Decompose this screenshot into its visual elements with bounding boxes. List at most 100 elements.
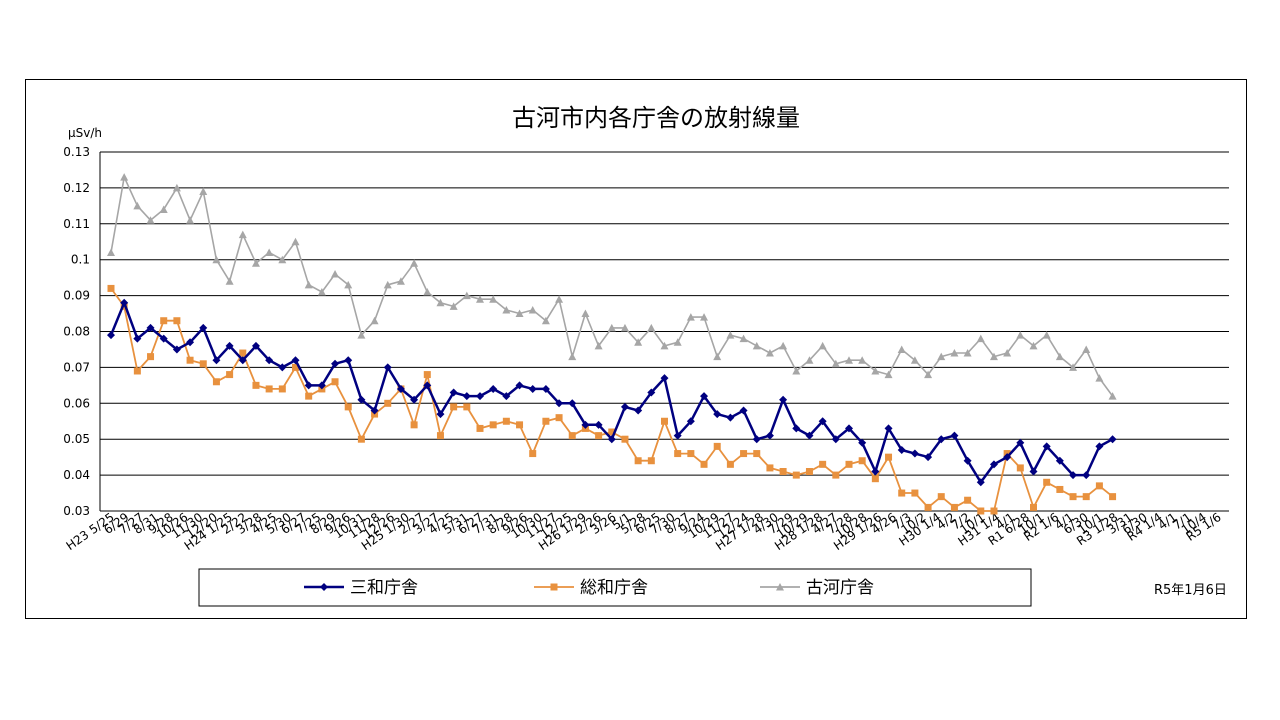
data-point (383, 280, 392, 289)
data-point (607, 435, 616, 444)
data-point (160, 317, 168, 325)
data-point (607, 323, 616, 332)
data-point (686, 417, 695, 426)
data-point (713, 352, 722, 361)
data-point (858, 457, 866, 465)
data-point (1042, 442, 1051, 451)
data-point (989, 352, 998, 361)
data-point (897, 345, 906, 353)
data-point (1069, 363, 1078, 371)
data-point (950, 503, 958, 511)
data-point (252, 381, 260, 389)
data-point (212, 378, 220, 386)
data-point (831, 435, 840, 444)
data-point (555, 295, 564, 303)
series-3 (107, 173, 1117, 400)
data-point (779, 395, 788, 404)
data-point (990, 507, 998, 515)
data-point (331, 359, 340, 368)
data-point (673, 338, 682, 346)
data-point (805, 356, 814, 364)
data-point (489, 295, 498, 303)
data-point (687, 450, 695, 458)
data-point (436, 410, 445, 419)
data-point (674, 450, 682, 458)
data-point (212, 356, 221, 365)
data-point (1109, 493, 1117, 501)
data-point (594, 420, 603, 429)
data-point (120, 298, 129, 307)
legend-marker (550, 583, 558, 591)
data-point (831, 359, 840, 368)
chart-svg: 古河市内各庁舎の放射線量 μSv/h 0.13 0.12 0.11 0.1 0.09 0.… (63, 104, 1229, 607)
data-point (555, 414, 563, 422)
data-point (199, 187, 208, 195)
data-point (726, 413, 735, 422)
data-point (251, 259, 260, 267)
y-tick-label: 0.13 (63, 145, 90, 159)
data-point (449, 302, 458, 310)
data-point (634, 406, 643, 415)
data-point (595, 432, 603, 440)
data-point (120, 173, 129, 181)
data-point (963, 456, 972, 465)
data-point (910, 356, 919, 364)
data-point (515, 381, 524, 390)
data-point (765, 349, 774, 357)
data-point (1030, 503, 1037, 511)
data-point (1003, 349, 1012, 357)
data-point (818, 341, 827, 350)
data-point (291, 356, 300, 365)
data-point (937, 352, 946, 361)
y-tick-label: 0.1 (71, 253, 90, 267)
data-point (950, 431, 959, 440)
data-point (410, 421, 418, 429)
y-tick-label: 0.09 (63, 289, 90, 303)
data-point (581, 420, 590, 429)
legend-marker (320, 583, 328, 591)
data-point (225, 341, 234, 350)
data-point (304, 280, 313, 289)
data-point (1082, 471, 1091, 480)
data-point (357, 435, 365, 443)
data-point (1029, 467, 1038, 476)
data-point (238, 356, 247, 365)
data-point (172, 345, 181, 354)
data-point (1055, 352, 1064, 361)
data-point (792, 366, 801, 375)
data-point (265, 385, 273, 393)
data-point (647, 457, 655, 465)
data-point (686, 313, 695, 321)
data-point (147, 353, 155, 361)
data-point (871, 467, 880, 476)
data-point (529, 450, 537, 458)
data-point (964, 496, 972, 504)
data-point (1016, 464, 1024, 472)
data-point (239, 349, 247, 357)
data-point (647, 388, 656, 397)
data-point (937, 435, 946, 444)
data-point (489, 384, 498, 393)
data-point (661, 417, 668, 425)
data-point (199, 360, 207, 368)
y-tick-label: 0.06 (63, 396, 90, 410)
data-point (779, 468, 787, 476)
legend-box (198, 568, 1032, 607)
data-point (568, 399, 577, 408)
data-point (436, 298, 445, 307)
data-point (502, 417, 510, 425)
data-point (515, 309, 524, 318)
data-point (1069, 493, 1077, 501)
series-3-line (110, 176, 1114, 397)
data-point (344, 403, 352, 411)
data-point (186, 356, 194, 364)
data-point (924, 453, 933, 462)
data-point (740, 450, 748, 458)
data-point (159, 334, 168, 343)
data-point (146, 323, 155, 332)
data-point (765, 431, 774, 440)
data-point (278, 363, 287, 372)
data-point (502, 392, 511, 401)
data-point (1055, 456, 1064, 465)
data-point (1082, 345, 1091, 353)
